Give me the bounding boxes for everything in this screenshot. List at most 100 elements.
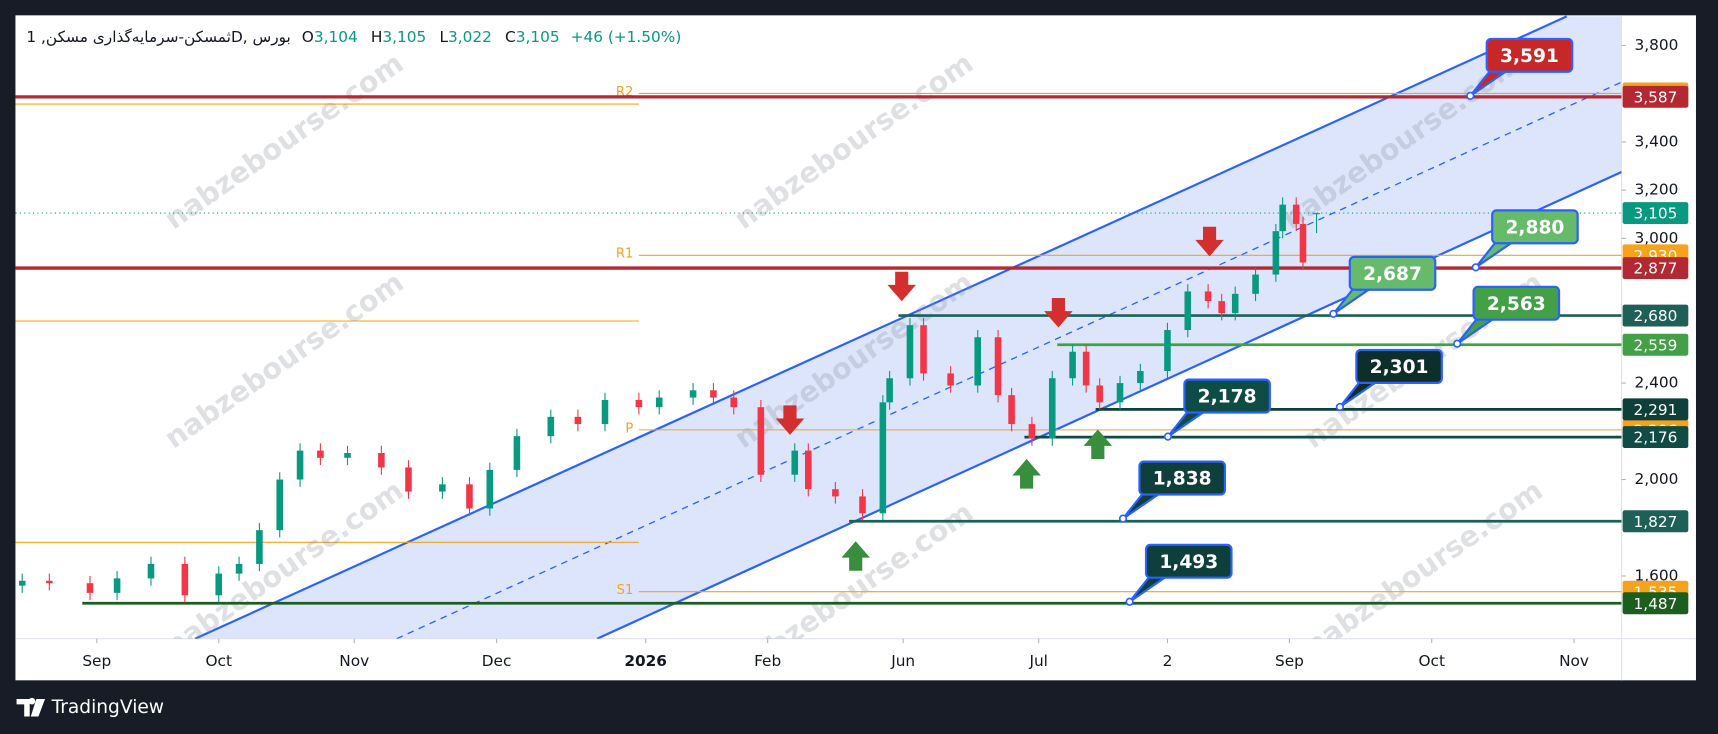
ohlc-value: 3,022 (448, 28, 492, 46)
up-arrow (1083, 429, 1113, 460)
price-badge-label: 3,587 (1633, 88, 1677, 106)
candle-body (317, 450, 324, 458)
candle-body (486, 469, 494, 509)
price-badges: 3,6012,9302,2061,5353,5872,8772,6802,559… (1622, 82, 1689, 615)
candle-body (215, 573, 223, 596)
candle-body (1279, 204, 1286, 232)
candle-body (1137, 371, 1144, 384)
candle-body (1069, 351, 1076, 379)
y-tick-label: 3,200 (1635, 181, 1679, 199)
callout-anchor (1471, 263, 1480, 272)
up-arrow (841, 541, 870, 571)
candle-body (574, 416, 582, 425)
down-arrow (1044, 297, 1073, 328)
candle-body (46, 580, 53, 584)
channel-mid (396, 81, 1622, 639)
candle-body (276, 479, 284, 531)
y-tick-label: 3,000 (1635, 229, 1679, 247)
ohlc-value: 3,105 (382, 28, 426, 46)
x-tick-label: Sep (1275, 652, 1304, 670)
candle-body (1218, 301, 1225, 314)
candle-body (1082, 351, 1090, 386)
candle-body (655, 397, 663, 408)
ohlc-key: C (505, 28, 516, 46)
pivot-name: R1 (616, 247, 633, 262)
candle-body (886, 378, 893, 403)
brand-logo (16, 697, 46, 717)
x-tick-label: Feb (754, 652, 781, 670)
channel-upper (194, 15, 1568, 639)
candle-body (1204, 291, 1212, 302)
candle-body (920, 325, 927, 374)
price-badge (1622, 426, 1689, 449)
candle-body (906, 325, 914, 379)
x-tick-label: 2 (1163, 652, 1173, 670)
candle-body (547, 416, 555, 437)
down-arrow (1195, 226, 1224, 257)
callout-label: 1,838 (1153, 469, 1212, 490)
y-tick-label: 3,800 (1635, 36, 1679, 54)
candle-body (601, 399, 609, 425)
callout-box (1491, 209, 1579, 245)
price-badge-label: 1,827 (1633, 513, 1677, 531)
price-badge (1622, 510, 1689, 533)
callout-box (1183, 378, 1271, 414)
candle-body (994, 337, 1002, 396)
callout-label: 1,493 (1159, 552, 1218, 573)
price-badge-label: 2,680 (1633, 307, 1677, 325)
candle-body (710, 390, 717, 398)
callout-box (1348, 255, 1437, 291)
candle-body (18, 580, 26, 586)
brand-name: TradingView (51, 697, 164, 718)
candle-body (635, 399, 643, 408)
callout-anchor (1453, 339, 1462, 348)
axes: 3,800 3,400 3,200 3,000 2,400 2,000 1,600 Sep Oc… (82, 36, 1678, 670)
candle-body (1313, 213, 1320, 215)
candle-body (879, 402, 887, 514)
price-badge (1622, 398, 1689, 421)
callout-anchor (1163, 432, 1173, 441)
callout-box (1355, 348, 1443, 384)
callout-label: 2,880 (1505, 217, 1564, 238)
callouts: 3,591 2,880 2,687 2,563 2,301 2,178 1,838 1,493 (1118, 37, 1579, 606)
candle-body (859, 496, 866, 514)
x-tick-label: Jun (890, 652, 915, 670)
callout-label: 2,178 (1198, 387, 1257, 408)
candle-body (1184, 291, 1192, 331)
signal-arrows (775, 226, 1224, 571)
price-badge (1622, 592, 1689, 615)
candle-body (1231, 293, 1239, 314)
pivot-name: P (625, 421, 633, 436)
price-badge-label: 2,877 (1633, 260, 1677, 278)
price-badge-label: 3,105 (1633, 205, 1677, 223)
candle-body (1028, 424, 1036, 439)
symbol: ثمسکن-سرمایه‌گذاری مسکن, 1D, بورس (26, 28, 290, 46)
callout-anchor (1335, 402, 1345, 412)
x-tick-label: Sep (82, 652, 111, 670)
candle-body (1292, 204, 1300, 224)
y-tick-label: 1,600 (1635, 566, 1679, 584)
candle-body (805, 450, 812, 490)
candle-body (757, 407, 765, 475)
x-tick-label: Oct (1418, 652, 1445, 670)
x-tick-label: Nov (1559, 652, 1589, 670)
ohlc-value: 3,105 (516, 28, 560, 46)
callout-box (1138, 460, 1226, 496)
ohlc-key: O (302, 28, 314, 46)
brand: TradingView (16, 697, 164, 718)
y-tick-label: 2,400 (1635, 374, 1679, 392)
candles (18, 197, 1320, 603)
callout-box (1485, 37, 1574, 73)
price-badge-label: 1,487 (1633, 595, 1677, 613)
y-tick-label: 3,400 (1635, 132, 1679, 150)
candle-body (974, 337, 982, 386)
price-badge (1622, 333, 1689, 356)
candle-body (1272, 231, 1280, 275)
price-badge-label: 2,176 (1633, 429, 1677, 447)
callout-anchor (1466, 91, 1475, 100)
price-badge (1622, 257, 1689, 280)
y-tick-label: 2,000 (1635, 470, 1679, 488)
candle-body (147, 563, 155, 579)
